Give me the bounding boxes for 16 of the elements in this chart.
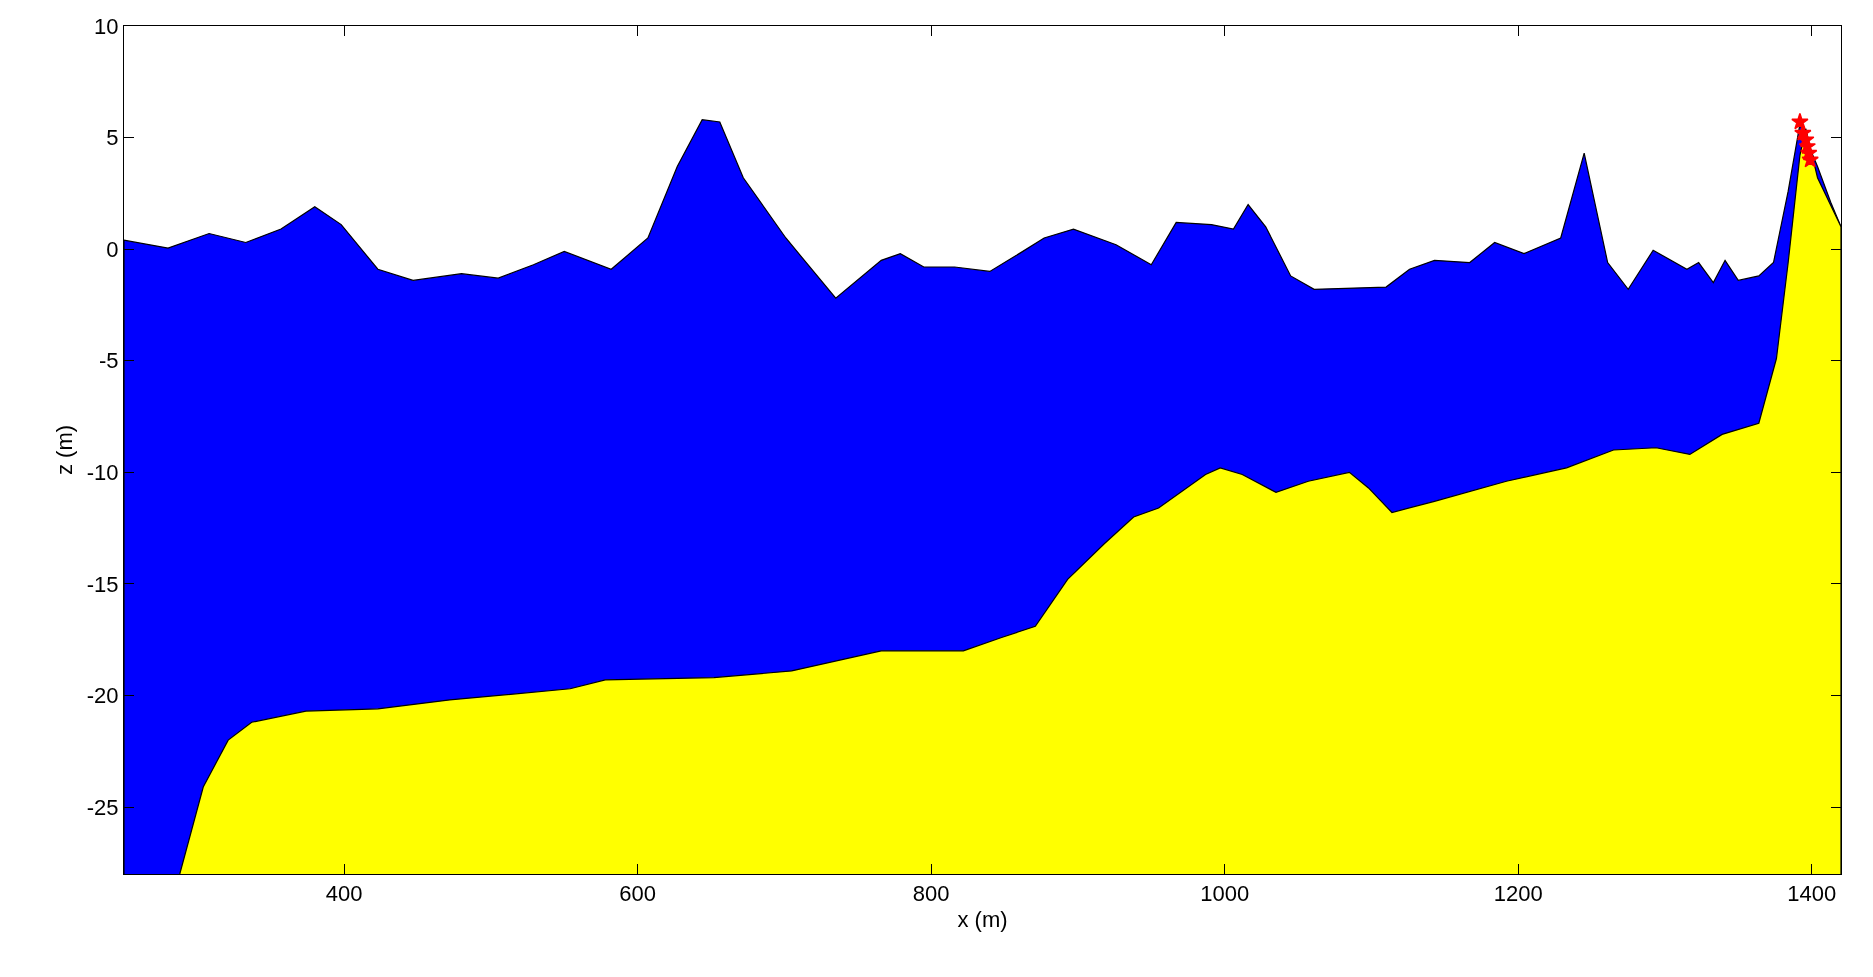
x-tick-label: 1200: [1493, 881, 1543, 907]
x-tick-label: 1400: [1787, 881, 1837, 907]
y-tick-label: -15: [86, 571, 119, 597]
y-tick-label: 5: [106, 125, 119, 151]
x-tick-label: 800: [912, 881, 950, 907]
y-tick-label: -20: [86, 683, 119, 709]
y-tick-label: 0: [106, 236, 119, 262]
y-tick-label: -25: [86, 794, 119, 820]
y-axis-title: z (m): [51, 424, 77, 476]
y-tick-label: 10: [94, 13, 119, 39]
x-tick-label: 600: [619, 881, 656, 907]
y-tick-label: -5: [99, 348, 119, 374]
x-axis-title: x (m): [957, 907, 1008, 933]
x-tick-label: 400: [325, 881, 363, 907]
x-tick-label: 1000: [1200, 881, 1250, 907]
y-tick-label: -10: [86, 460, 119, 486]
